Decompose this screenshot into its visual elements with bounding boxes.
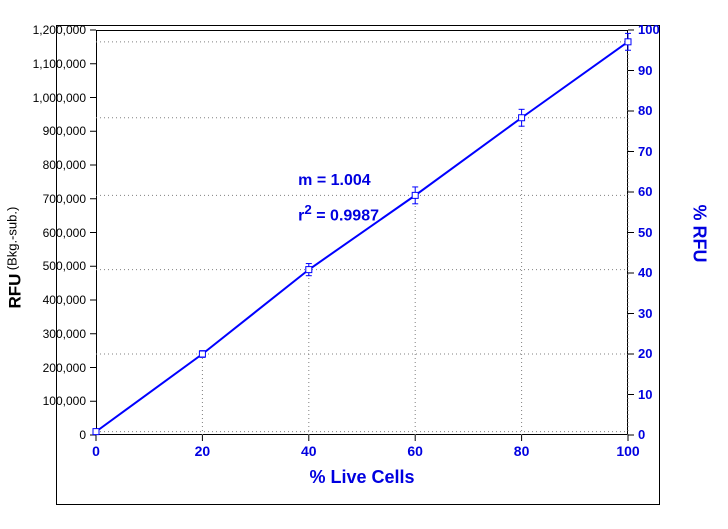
y2-tick-label: 60 — [638, 184, 652, 199]
x-tick-label: 0 — [92, 443, 100, 459]
y1-tick-label: 100,000 — [16, 394, 86, 408]
y2-tick-label: 10 — [638, 387, 652, 402]
y1-tick-label: 1,100,000 — [16, 57, 86, 71]
y2-tick-label: 50 — [638, 225, 652, 240]
y1-tick-label: 900,000 — [16, 124, 86, 138]
y1-tick-label: 1,000,000 — [16, 91, 86, 105]
x-axis-label: % Live Cells — [309, 467, 414, 488]
y2-tick-label: 20 — [638, 346, 652, 361]
annotation-0: m = 1.004 — [298, 172, 371, 190]
y2-tick-label: 0 — [638, 427, 645, 442]
y1-axis-label-main: RFU — [5, 273, 25, 308]
y1-tick-label: 600,000 — [16, 226, 86, 240]
x-tick-label: 40 — [301, 443, 317, 459]
y1-tick-label: 300,000 — [16, 327, 86, 341]
y1-tick-label: 0 — [16, 428, 86, 442]
plot-area — [96, 30, 628, 435]
annotation-1: r2 = 0.9987 — [298, 202, 379, 225]
y2-tick-label: 80 — [638, 103, 652, 118]
y1-axis-label-sub: (Bkg.-sub.) — [4, 206, 19, 270]
y2-tick-label: 90 — [638, 63, 652, 78]
y2-tick-label: 40 — [638, 265, 652, 280]
y2-tick-label: 100 — [638, 22, 660, 37]
y2-tick-label: 70 — [638, 144, 652, 159]
x-tick-label: 60 — [407, 443, 423, 459]
y1-tick-label: 700,000 — [16, 192, 86, 206]
x-tick-label: 80 — [514, 443, 530, 459]
y1-tick-label: 1,200,000 — [16, 23, 86, 37]
y2-axis-label: % RFU — [689, 204, 710, 262]
y1-tick-label: 800,000 — [16, 158, 86, 172]
x-tick-label: 20 — [195, 443, 211, 459]
x-tick-label: 100 — [616, 443, 639, 459]
y2-tick-label: 30 — [638, 306, 652, 321]
y1-tick-label: 200,000 — [16, 361, 86, 375]
y1-tick-label: 500,000 — [16, 259, 86, 273]
y1-tick-label: 400,000 — [16, 293, 86, 307]
chart-container: 0204060801000100,000200,000300,000400,00… — [0, 0, 728, 529]
